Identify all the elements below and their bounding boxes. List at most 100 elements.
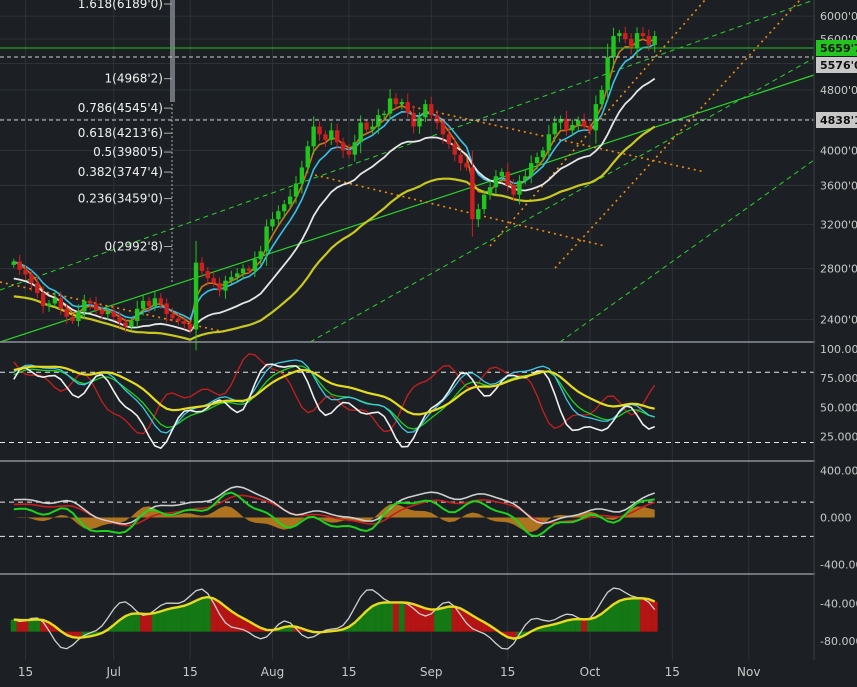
axis-tick-label: 4800'0 bbox=[820, 84, 857, 97]
candle bbox=[440, 122, 446, 135]
candle bbox=[405, 102, 410, 113]
stochastic-panel[interactable] bbox=[0, 353, 814, 450]
time-axis[interactable]: 15 Jul 15 Aug 15 Sep 15 Oct 15 Nov bbox=[0, 660, 857, 687]
fib-level-label: 1(4968'2) bbox=[105, 72, 163, 86]
momentum-bar bbox=[122, 616, 129, 632]
axis-tick-label: 75.000 bbox=[820, 372, 857, 385]
price-tag-label: 5576'0 bbox=[820, 59, 857, 72]
candle bbox=[187, 323, 193, 330]
time-axis-background bbox=[0, 660, 857, 687]
momentum-bar bbox=[545, 625, 552, 632]
macd-panel[interactable] bbox=[0, 485, 814, 538]
candle bbox=[40, 293, 46, 307]
momentum-bar bbox=[251, 624, 258, 632]
momentum-bar bbox=[440, 607, 446, 632]
panel-separators[interactable] bbox=[0, 0, 857, 660]
candle bbox=[634, 33, 640, 49]
time-axis-label: Jul bbox=[105, 665, 120, 679]
candle bbox=[311, 126, 316, 147]
momentum-bar bbox=[345, 626, 352, 632]
candle bbox=[276, 211, 281, 220]
candle bbox=[58, 298, 63, 309]
momentum-bar bbox=[51, 626, 58, 632]
momentum-bar bbox=[387, 602, 394, 632]
price-panel[interactable]: 1.618(6189'0) 1(4968'2) 0.786(4545'4) 0.618… bbox=[0, 0, 815, 351]
candle bbox=[446, 134, 452, 144]
candle bbox=[470, 167, 475, 220]
momentum-bar bbox=[563, 620, 570, 632]
fib-level-label: 0.236(3459'0) bbox=[78, 192, 163, 206]
candle bbox=[229, 276, 234, 281]
candle bbox=[240, 268, 246, 274]
momentum-bar bbox=[157, 611, 164, 632]
candle bbox=[593, 104, 599, 131]
candle bbox=[564, 118, 569, 131]
candle bbox=[199, 262, 205, 271]
momentum-panel[interactable] bbox=[10, 587, 658, 650]
candle bbox=[46, 303, 52, 307]
candle bbox=[105, 311, 111, 315]
candle bbox=[193, 262, 199, 330]
candle bbox=[546, 134, 552, 151]
time-axis-label: Oct bbox=[580, 665, 601, 679]
axis-tick-label: 2800'0 bbox=[820, 263, 857, 276]
momentum-bar bbox=[151, 613, 158, 632]
momentum-bar bbox=[451, 606, 458, 632]
momentum-bar bbox=[240, 618, 247, 632]
momentum-bar bbox=[404, 602, 411, 632]
candle bbox=[417, 117, 422, 127]
candle bbox=[352, 142, 357, 155]
candle bbox=[570, 124, 575, 131]
price-axis[interactable]: 6000'05600'05200'04800'04400'04000'03600… bbox=[815, 0, 857, 660]
axis-tick-label: 0.000 bbox=[820, 512, 852, 525]
momentum-bar bbox=[275, 628, 282, 632]
momentum-bar bbox=[481, 622, 488, 632]
candle bbox=[370, 126, 375, 130]
candles bbox=[11, 26, 657, 351]
momentum-bar bbox=[557, 622, 564, 632]
momentum-bar bbox=[28, 619, 35, 632]
time-axis-label: 15 bbox=[183, 665, 198, 679]
momentum-bar bbox=[410, 604, 417, 632]
momentum-bar bbox=[375, 603, 382, 632]
candle bbox=[605, 57, 610, 91]
candle bbox=[135, 308, 140, 322]
momentum-bar bbox=[169, 608, 176, 632]
candle bbox=[452, 143, 457, 155]
candle bbox=[117, 316, 122, 323]
fibonacci-retracement[interactable]: 1.618(6189'0) 1(4968'2) 0.786(4545'4) 0.618… bbox=[78, 0, 175, 284]
candle bbox=[270, 219, 275, 227]
candle bbox=[540, 150, 546, 158]
candle bbox=[464, 163, 469, 168]
momentum-bar bbox=[81, 631, 88, 638]
candle bbox=[17, 261, 22, 270]
momentum-bar bbox=[634, 598, 641, 632]
momentum-bar bbox=[281, 627, 288, 632]
momentum-bar bbox=[298, 628, 305, 632]
candle bbox=[29, 274, 34, 284]
candle bbox=[223, 280, 228, 291]
candle bbox=[487, 187, 493, 195]
candle bbox=[458, 154, 463, 164]
momentum-bar bbox=[116, 620, 123, 632]
axis-background bbox=[815, 0, 857, 660]
candle bbox=[393, 98, 399, 105]
candle bbox=[246, 268, 252, 271]
axis-tick-label: 50.000 bbox=[820, 401, 857, 414]
momentum-bar bbox=[575, 619, 582, 632]
candle bbox=[152, 298, 158, 307]
momentum-bar bbox=[357, 616, 364, 632]
momentum-bar bbox=[204, 597, 211, 632]
time-axis-label: 15 bbox=[18, 665, 33, 679]
candle bbox=[317, 126, 322, 135]
axis-tick-label: 100.000 bbox=[820, 343, 857, 356]
channel-inner bbox=[309, 57, 815, 343]
candle bbox=[652, 36, 657, 45]
downtrend-line bbox=[0, 281, 226, 333]
momentum-bar bbox=[587, 619, 593, 632]
candle bbox=[305, 146, 310, 168]
candle bbox=[93, 303, 99, 311]
price-tag bbox=[816, 57, 857, 73]
candle bbox=[611, 36, 616, 58]
